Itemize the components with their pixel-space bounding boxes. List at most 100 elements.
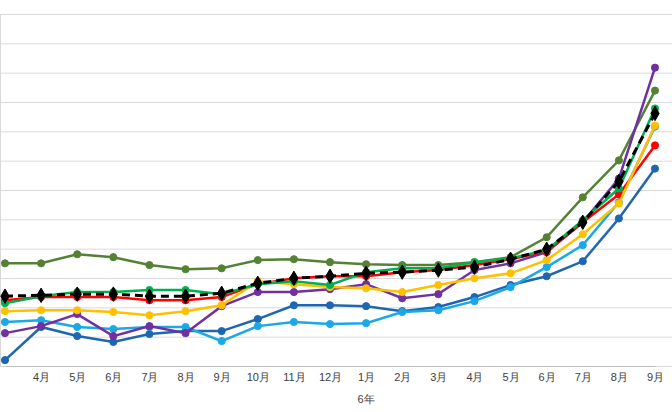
series-marker [362,266,370,280]
series-marker [579,194,586,201]
series-marker [579,215,587,229]
series-line [5,127,655,341]
series-marker [651,165,658,172]
series-marker [326,259,333,266]
plot-area [1,64,659,364]
x-tick-label: 6月 [105,371,122,383]
y-tick [0,161,672,162]
series-marker [507,270,514,277]
series-marker [73,287,81,301]
series-marker [615,215,622,222]
series-line [5,108,655,303]
x-tick-label: 3月 [430,371,447,383]
x-tick-label: 5月 [69,371,86,383]
x-tick: 9月 [214,366,231,383]
series-marker [399,308,406,315]
x-tick-label: 8月 [611,371,628,383]
x-tick: 4月 [466,366,483,383]
x-tick: 12月 [319,366,342,383]
series-marker [1,318,8,325]
x-tick-label: 6月 [539,371,556,383]
series-marker [38,260,45,267]
y-tick [0,14,672,15]
series-marker [543,234,550,241]
series-marker [1,357,8,364]
series-marker [110,333,117,340]
series-marker [38,323,45,330]
series-marker [471,275,478,282]
series-marker [398,265,406,279]
x-group-label: 6年 [358,393,375,405]
series-marker [146,330,153,337]
x-tick: 7月 [575,366,592,383]
x-tick: 1月 [358,366,375,383]
x-tick: 10月 [247,366,270,383]
x-tick-label: 1月 [358,371,375,383]
series-marker [363,320,370,327]
series-marker [290,289,297,296]
series-marker [218,303,225,310]
series-marker [543,273,550,280]
x-tick: 6月 [539,366,556,383]
series-marker [182,330,189,337]
series-marker [399,308,406,315]
series-marker [74,251,81,258]
y-tick [0,337,672,338]
series-marker [435,307,442,314]
series-line [5,68,655,336]
series-marker [218,337,225,344]
series-marker [290,271,298,285]
series-marker [38,307,45,314]
series-marker [543,242,551,256]
x-tick-label: 7月 [575,371,592,383]
series-marker [290,318,297,325]
y-tick [0,131,672,132]
series-line [5,125,655,315]
series-marker [651,122,658,129]
grid-line [0,102,672,103]
x-axis: 4月5月6月7月8月9月10月11月12月1月2月3月4月5月6月7月8月9月 [6,366,665,383]
series-marker [254,276,262,290]
x-tick-label: 12月 [319,371,342,383]
series-marker [435,281,442,288]
series-marker [37,288,45,302]
series-marker [579,258,586,265]
series-marker [182,266,189,273]
series-marker [110,308,117,315]
series-marker [651,142,658,149]
series-marker [254,315,261,322]
series-marker [290,302,297,309]
series-marker [218,302,225,309]
series-marker [146,312,153,319]
series-marker [254,323,261,330]
series-marker [543,257,550,264]
y-tick [0,278,672,279]
x-tick-label: 4月 [33,371,50,383]
y-tick [0,249,672,250]
series-marker [363,285,370,292]
series-marker [254,257,261,264]
series-marker [146,323,153,330]
series-marker [146,323,153,330]
series-marker [615,200,622,207]
series-marker [326,269,334,283]
series-marker [399,289,406,296]
series-marker [543,264,550,271]
grid-line [0,131,672,132]
x-tick-label: 8月 [177,371,194,383]
series-marker [74,323,81,330]
series-marker [1,308,8,315]
series-marker [145,289,153,303]
series-marker [326,302,333,309]
series-marker [435,291,442,298]
series-line [5,113,655,296]
grid-line [0,14,672,15]
series-marker [506,252,514,266]
series-marker [218,265,225,272]
series-marker [182,308,189,315]
series-marker [326,320,333,327]
x-tick: 9月 [647,366,664,383]
series-marker [434,263,442,277]
series-marker [363,303,370,310]
series-marker [109,287,117,301]
